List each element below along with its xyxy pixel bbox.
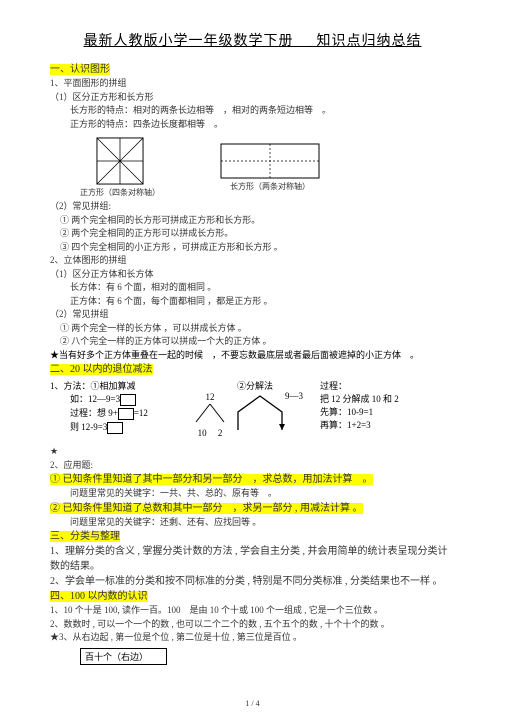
square-block: 正方形（四条对称轴）	[80, 137, 160, 198]
method-row: 1、方法：①相加算减 如：12—9=3 过程：想 9+=12 则 12-9=3 …	[50, 379, 455, 439]
page: 最新人教版小学一年级数学下册 _知识点归纳总结 一、认识图形 1、平面图形的拼组…	[0, 0, 505, 714]
pass-a-txt: 过程：想 9+	[70, 408, 118, 418]
app: 2、应用题:	[50, 459, 455, 473]
table-cell: 百十个（右边）	[80, 648, 167, 665]
app2: ② 已知条件里知道了总数和其中一部分 ，求另一部分 , 用减法计算 。	[50, 501, 455, 516]
eg-arrow: 9—3	[285, 391, 303, 401]
h2-1a: 长方体：有 6 个面，相对的面相同 。	[70, 281, 455, 295]
s3-2: 2、学会单一标准的分类和按不同标准的分类 , 特别是不同分类标准 , 分类结果也…	[50, 574, 455, 589]
split-lines-icon	[190, 402, 230, 426]
h1-2a: ① 两个完全相同的长方形可拼成正方形和长方形。	[60, 214, 455, 228]
h2-1b: 正方体：有 6 个面，每个面都相同 ，都是正方形 。	[70, 295, 455, 309]
box-icon	[118, 408, 134, 420]
proc: 过程：	[320, 379, 430, 392]
star3: ★3、从右边起 , 第一位是个位 , 第二位是十位 , 第三位是百位 。	[50, 631, 455, 645]
proc1: 把 12 分解成 10 和 2	[320, 392, 430, 405]
table-wrap: 百十个（右边）	[80, 647, 455, 665]
eg-a: 如：12—9=3	[70, 392, 190, 406]
h1-2c: ③ 四个完全相同的小正方形 ，可拼成正方形和长方形 。	[60, 241, 455, 255]
star1: ★当有好多个正方体重叠在一起的时候 ，不要忘数最底层或者最后面被遮掉的小正方体 …	[50, 349, 455, 363]
section-4-header: 四、100 以内数的认识	[50, 591, 148, 602]
h2: 2、立体图形的拼组	[50, 254, 455, 268]
app1q: 问题里常见的关键字：一共、共、总的、原有等 。	[70, 487, 455, 501]
then-a: 则 12-9=3	[70, 420, 190, 434]
box-icon	[107, 422, 123, 434]
calc1: 先算：10-9=1	[320, 405, 430, 418]
eg-a-txt: 如：12—9=3	[70, 394, 120, 404]
shapes-row: 正方形（四条对称轴） 长方形（两条对称轴）	[80, 137, 455, 198]
section-2-header: 二、20 以内的退位减法	[50, 364, 153, 375]
h1-1a: 长方形的特点：相对的两条长边相等 ，相对的两条短边相等 。	[70, 104, 455, 118]
then-a-txt: 则 12-9=3	[70, 422, 107, 432]
h1-2: （2）常见拼组:	[50, 200, 455, 214]
h2-2b: ② 八个完全一样的正方体可以拼成一个大的正方体 。	[60, 335, 455, 349]
app1-txt: ① 已知条件里知道了其中一部分和另一部分 ，求总数，用加法计算 。	[50, 474, 373, 485]
h1-1b: 正方形的特点：四条边长度都相等 。	[70, 118, 455, 132]
doc-title: 最新人教版小学一年级数学下册 _知识点归纳总结	[50, 30, 455, 50]
s3-1: 1、理解分类的含义 , 掌握分类计数的方法 , 学会自主分类 , 并会用简单的统…	[50, 544, 455, 574]
h2-1: （1）区分正方体和长方体	[50, 268, 455, 282]
s4-2: 2、数数时 , 可以一个一个的数 , 也可以二个二个的数 , 五个五个的数 , …	[50, 618, 455, 632]
calc2: 再算：1+2=3	[320, 418, 430, 431]
page-footer: 1 / 4	[0, 699, 505, 708]
h2-2: （2）常见拼组	[50, 308, 455, 322]
app2q: 问题里常见的关键字：还剩、还有、应找回等 。	[70, 516, 455, 530]
section-3-header: 三、分类与整理	[50, 531, 120, 542]
app1: ① 已知条件里知道了其中一部分和另一部分 ，求总数，用加法计算 。	[50, 472, 455, 487]
section-2: 二、20 以内的退位减法 1、方法：①相加算减 如：12—9=3 过程：想 9+…	[50, 362, 455, 529]
square-icon	[96, 137, 144, 185]
h1-1: （1）区分正方形和长方形	[50, 91, 455, 105]
h1-2b: ② 两个完全相同的正方形可以拼成长方形。	[60, 227, 455, 241]
s4-1: 1、10 个十是 100, 读作一百。100 是由 10 个十或 100 个一组…	[50, 604, 455, 618]
section-3: 三、分类与整理 1、理解分类的含义 , 掌握分类计数的方法 , 学会自主分类 ,…	[50, 529, 455, 589]
h2-2a: ① 两个完全一样的长方体 ，可以拼成长方体 。	[60, 322, 455, 336]
then-nums: 10 2	[198, 426, 223, 439]
star2: ★	[50, 445, 455, 459]
section-1: 一、认识图形 1、平面图形的拼组 （1）区分正方形和长方形 长方形的特点：相对的…	[50, 62, 455, 362]
pass-b-txt: =12	[134, 408, 148, 418]
method-1: 1、方法：①相加算减 如：12—9=3 过程：想 9+ =12 则 12-9=3	[50, 379, 190, 439]
section-1-header: 一、认识图形	[50, 64, 110, 75]
process-col: 过程： 把 12 分解成 10 和 2 先算：10-9=1 再算：1+2=3	[320, 379, 430, 439]
eg-num: 12	[206, 392, 215, 402]
rectangle-icon	[220, 143, 320, 179]
rect-block: 长方形（两条对称轴）	[220, 137, 320, 198]
m1: 1、方法：①相加算减	[50, 379, 190, 392]
method-2: ②分解法 12 10 2 9—3	[190, 379, 320, 439]
arrow-up-icon	[230, 392, 290, 432]
section-4: 四、100 以内数的认识 1、10 个十是 100, 读作一百。100 是由 1…	[50, 589, 455, 665]
app2-txt: ② 已知条件里知道了总数和其中一部分 ，求另一部分 , 用减法计算 。	[50, 503, 363, 514]
pass-a: 过程：想 9+ =12	[70, 406, 190, 420]
box-icon	[120, 394, 136, 406]
rect-caption: 长方形（两条对称轴）	[230, 181, 310, 192]
h1: 1、平面图形的拼组	[50, 77, 455, 91]
square-caption: 正方形（四条对称轴）	[80, 187, 160, 198]
